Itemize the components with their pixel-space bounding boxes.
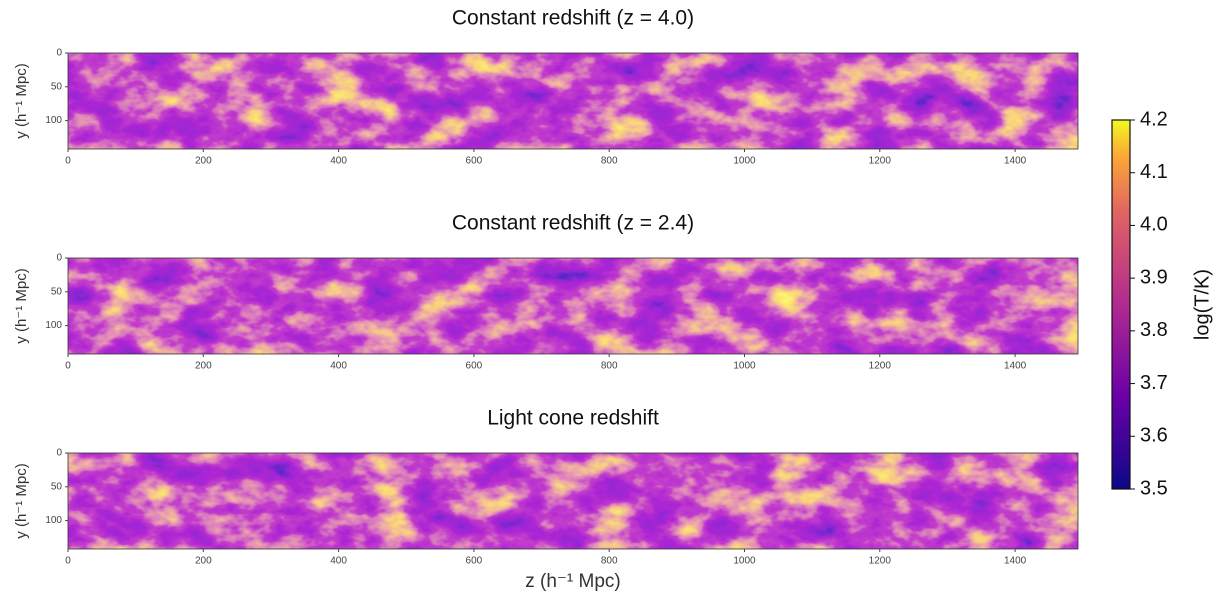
panel-title: Light cone redshift (487, 407, 659, 430)
x-tick-label: 800 (601, 156, 618, 167)
page: {"chart_data": [ {"type": "image", "titl… (0, 0, 1215, 597)
colorbar-tick-label: 4.1 (1140, 161, 1168, 183)
x-tick-label: 1000 (733, 361, 756, 372)
x-tick-label: 1400 (1004, 361, 1027, 372)
y-axis-label: y (h⁻¹ Mpc) (13, 268, 30, 343)
colorbar-label: log(T/K) (1191, 269, 1213, 340)
x-tick-label: 1200 (869, 156, 892, 167)
y-tick-label: 100 (45, 115, 62, 126)
y-tick-label: 50 (51, 81, 63, 92)
panel-title: Constant redshift (z = 4.0) (452, 7, 694, 30)
x-tick-label: 0 (65, 361, 71, 372)
figure: Constant redshift (z = 4.0) 0 200 400 600 800… (0, 0, 1215, 597)
colorbar-tick-label: 3.8 (1140, 319, 1168, 341)
x-tick-label: 800 (601, 556, 618, 567)
x-tick-label: 800 (601, 361, 618, 372)
x-tick-label: 600 (466, 361, 483, 372)
x-tick-label: 200 (195, 361, 212, 372)
x-tick-label: 600 (466, 156, 483, 167)
x-tick-label: 1400 (1004, 556, 1027, 567)
y-tick-label: 50 (51, 286, 63, 297)
x-tick-label: 1200 (869, 556, 892, 567)
y-axis-label: y (h⁻¹ Mpc) (13, 63, 30, 138)
x-tick-label: 1000 (733, 556, 756, 567)
x-tick-label: 400 (330, 556, 347, 567)
colorbar-tick-label: 4.0 (1140, 214, 1168, 236)
x-tick-label: 200 (195, 556, 212, 567)
colorbar-tick-label: 4.2 (1140, 108, 1168, 130)
colorbar-tick-label: 3.5 (1140, 477, 1168, 499)
y-tick-label: 100 (45, 320, 62, 331)
y-tick-label: 0 (56, 48, 62, 59)
x-tick-label: 200 (195, 156, 212, 167)
y-tick-label: 50 (51, 481, 63, 492)
x-axis-label: z (h⁻¹ Mpc) (525, 571, 621, 592)
heatmap-image (68, 453, 1078, 549)
y-tick-label: 100 (45, 515, 62, 526)
y-tick-label: 0 (56, 253, 62, 264)
y-axis-label: y (h⁻¹ Mpc) (13, 463, 30, 538)
x-tick-label: 1400 (1004, 156, 1027, 167)
x-tick-label: 600 (466, 556, 483, 567)
x-tick-label: 0 (65, 156, 71, 167)
colorbar-tick-label: 3.6 (1140, 425, 1168, 447)
heatmap-image (68, 258, 1078, 354)
x-tick-label: 1200 (869, 361, 892, 372)
x-tick-label: 400 (330, 156, 347, 167)
colorbar-tick-label: 3.7 (1140, 372, 1168, 394)
heatmap-image (68, 53, 1078, 149)
y-tick-label: 0 (56, 448, 62, 459)
panel-title: Constant redshift (z = 2.4) (452, 212, 694, 235)
colorbar-tick-label: 3.9 (1140, 266, 1168, 288)
x-tick-label: 0 (65, 556, 71, 567)
x-tick-label: 400 (330, 361, 347, 372)
x-tick-label: 1000 (733, 156, 756, 167)
colorbar (1112, 120, 1130, 489)
